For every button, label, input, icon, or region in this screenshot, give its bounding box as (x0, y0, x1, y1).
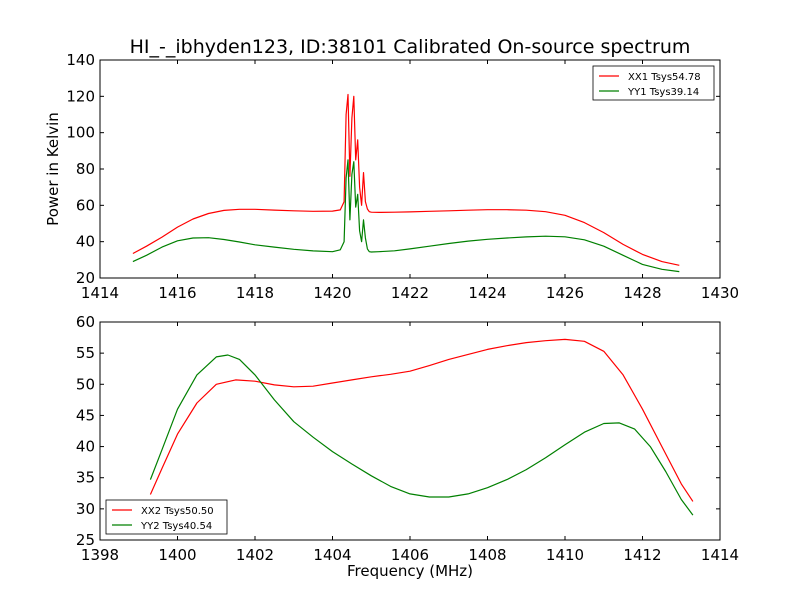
series-line-1 (132, 93, 680, 266)
y-tick-label: 120 (66, 87, 95, 105)
x-tick-label: 1414 (81, 284, 119, 302)
y-tick-label: 25 (76, 531, 95, 549)
series-line-2 (149, 354, 694, 516)
x-tick-label: 1430 (701, 284, 739, 302)
series-line-1 (149, 338, 694, 502)
legend-box (105, 499, 228, 535)
x-tick-label: 1398 (81, 546, 119, 564)
series-line-2 (132, 159, 680, 273)
y-tick-label: 100 (66, 124, 95, 142)
y-tick-label: 20 (76, 269, 95, 287)
x-axis-label: Frequency (MHz) (347, 562, 473, 580)
legend-box (592, 65, 715, 101)
legend: XX1 Tsys54.78 YY1 Tsys39.14 (592, 65, 715, 101)
y-tick-label: 50 (76, 375, 95, 393)
chart-title: HI_-_ibhyden123, ID:38101 Calibrated On-… (130, 36, 691, 58)
y-tick-label: 40 (76, 233, 95, 251)
x-tick-label: 1400 (158, 546, 196, 564)
x-tick-label: 1422 (391, 284, 429, 302)
x-tick-label: 1412 (623, 546, 661, 564)
legend-entry: YY2 Tsys40.54 (140, 521, 212, 532)
x-tick-label: 1420 (313, 284, 351, 302)
legend-entry: XX1 Tsys54.78 (628, 72, 701, 83)
y-tick-label: 60 (76, 313, 95, 331)
legend-entry: YY1 Tsys39.14 (627, 87, 699, 98)
x-tick-label: 1424 (468, 284, 506, 302)
x-tick-label: 1428 (623, 284, 661, 302)
y-tick-label: 30 (76, 500, 95, 518)
y-tick-label: 45 (76, 406, 95, 424)
y-tick-label: 55 (76, 344, 95, 362)
top-panel: 1414 1416 1418 1420 1422 1424 1426 1428 1430 20 40… (44, 51, 739, 302)
x-tick-label: 1426 (546, 284, 584, 302)
bottom-panel: 1398 1400 1402 1404 1406 1408 1410 1412 1414 25 30… (76, 313, 739, 580)
x-tick-label: 1418 (236, 284, 274, 302)
x-tick-label: 1410 (546, 546, 584, 564)
legend-entry: XX2 Tsys50.50 (141, 506, 214, 517)
y-tick-label: 60 (76, 196, 95, 214)
legend: XX2 Tsys50.50 YY2 Tsys40.54 (105, 499, 228, 535)
y-axis-label: Power in Kelvin (44, 112, 62, 226)
x-tick-label: 1416 (158, 284, 196, 302)
x-tick-label: 1408 (468, 546, 506, 564)
x-tick-label: 1404 (313, 546, 351, 564)
y-tick-label: 80 (76, 160, 95, 178)
y-tick-label: 140 (66, 51, 95, 69)
x-tick-label: 1402 (236, 546, 274, 564)
x-tick-label: 1406 (391, 546, 429, 564)
x-tick-label: 1414 (701, 546, 739, 564)
y-tick-label: 40 (76, 438, 95, 456)
y-tick-label: 35 (76, 469, 95, 487)
